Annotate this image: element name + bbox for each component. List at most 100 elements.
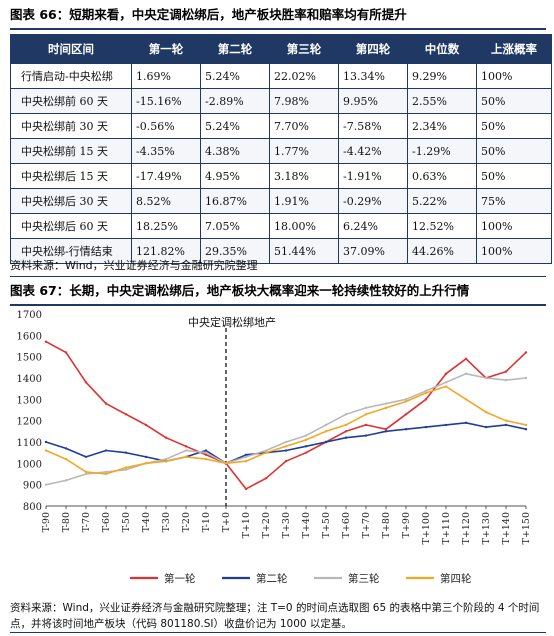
data-point: [404, 428, 408, 431]
data-point: [204, 453, 208, 456]
data-point: [384, 430, 388, 433]
data-point: [164, 457, 168, 461]
data-point: [144, 423, 148, 427]
row-label: 中央松绑前 15 天: [10, 138, 132, 164]
data-point: [304, 445, 308, 448]
column-header: 第一轮: [131, 34, 201, 64]
data-point: [224, 462, 228, 465]
data-point: [364, 434, 368, 437]
data-point: [104, 449, 108, 452]
x-tick-label: T-40: [141, 512, 152, 532]
column-header: 上涨概率: [476, 34, 552, 64]
data-point: [344, 430, 348, 433]
table-row: 行情启动-中央松绑 1.69% 5.24% 22.02% 13.34% 9.29% 100%: [10, 63, 552, 89]
data-point: [244, 460, 248, 463]
table-cell: 8.52%: [131, 188, 201, 214]
row-label: 中央松绑-行情结束: [10, 238, 132, 264]
data-point: [144, 455, 148, 459]
data-point: [124, 451, 128, 454]
table-cell: 4.95%: [200, 163, 270, 189]
row-label: 中央松绑后 30 天: [10, 188, 132, 214]
data-point: [364, 406, 368, 410]
data-point: [264, 477, 268, 480]
data-point: [284, 449, 288, 452]
data-point: [284, 460, 288, 463]
x-tick-label: T-90: [41, 512, 52, 532]
x-tick-label: T-80: [61, 512, 72, 532]
table-cell: -1.91%: [338, 163, 408, 189]
table-header-row: 时间区间 第一轮 第二轮 第三轮 第四轮 中位数 上涨概率: [10, 34, 552, 64]
data-point: [324, 440, 328, 444]
table-cell: 5.24%: [200, 113, 270, 139]
data-point: [184, 445, 188, 448]
chart-title: 图表 67：长期，中央定调松绑后，地产板块大概率迎来一轮持续性较好的上升行情: [10, 280, 546, 306]
data-point: [484, 376, 488, 380]
data-point: [244, 487, 248, 491]
table-cell: 75%: [476, 188, 552, 214]
data-point: [424, 391, 428, 395]
table-row: 中央松绑后 60 天 18.25% 7.05% 18.00% 6.24% 12.52% 10…: [10, 213, 552, 239]
table-cell: -7.58%: [338, 113, 408, 139]
data-point: [504, 378, 508, 382]
series-line-1: [45, 340, 527, 490]
y-tick-label: 1100: [17, 438, 42, 449]
x-tick-label: T+110: [441, 512, 452, 544]
table-cell: -4.42%: [338, 138, 408, 164]
table-cell: 7.05%: [200, 213, 270, 239]
x-tick-label: T+90: [401, 512, 412, 538]
table-cell: 0.63%: [407, 163, 477, 189]
data-table: 时间区间 第一轮 第二轮 第三轮 第四轮 中位数 上涨概率 行情启动-中央松绑 1.69% 5.…: [10, 34, 552, 264]
data-point: [344, 413, 348, 416]
x-tick-label: T+150: [521, 512, 532, 544]
x-tick-label: T+130: [481, 512, 492, 544]
table-cell: 9.95%: [338, 88, 408, 114]
data-point: [504, 419, 508, 422]
table-cell: -0.29%: [338, 188, 408, 214]
data-point: [244, 453, 248, 456]
data-point: [524, 428, 528, 431]
table-source: 资料来源：Wind，兴业证券经济与金融研究院整理: [10, 258, 546, 277]
data-point: [444, 385, 448, 388]
table-cell: 44.26%: [407, 238, 477, 264]
table-cell: 5.24%: [200, 63, 270, 89]
data-point: [324, 423, 328, 427]
data-point: [484, 410, 488, 414]
data-point: [284, 440, 288, 444]
data-point: [424, 389, 428, 392]
data-point: [104, 472, 108, 476]
table-cell: 2.34%: [407, 113, 477, 139]
y-tick-label: 1700: [17, 310, 42, 321]
data-point: [384, 406, 388, 410]
data-point: [164, 436, 168, 439]
data-point: [464, 372, 468, 375]
data-point: [44, 449, 48, 452]
line-chart: 800 900 1000 1100 1200 1300 1400 1500 1600 1700 T-…: [17, 310, 532, 585]
table-cell: 12.52%: [407, 213, 477, 239]
x-tick-label: T-60: [101, 512, 112, 532]
data-point: [44, 340, 48, 343]
y-tick-label: 800: [23, 502, 42, 513]
data-point: [524, 351, 528, 354]
data-point: [184, 455, 188, 459]
table-cell: 7.70%: [269, 113, 339, 139]
table-cell: 18.25%: [131, 213, 201, 239]
chart-source: 资料来源：Wind，兴业证券经济与金融研究院整理；注 T=0 的时间点选取图 6…: [10, 600, 546, 633]
data-point: [464, 357, 468, 360]
data-point: [304, 434, 308, 437]
data-point: [184, 449, 188, 452]
table-row: 中央松绑后 15 天 -17.49% 4.95% 3.18% -1.91% 0.63% 50…: [10, 163, 552, 189]
data-point: [404, 398, 408, 401]
x-tick-label: T-10: [201, 512, 212, 532]
table-row: 中央松绑-行情结束 121.82% 29.35% 51.44% 37.09% 44.26%…: [10, 238, 552, 264]
x-tick-label: T+10: [241, 512, 252, 538]
y-tick-label: 1600: [17, 331, 42, 342]
data-point: [204, 451, 208, 454]
data-point: [424, 425, 428, 429]
data-point: [344, 436, 348, 439]
data-point: [324, 430, 328, 433]
row-label: 中央松绑后 15 天: [10, 163, 132, 189]
data-point: [504, 423, 508, 427]
table-cell: -2.89%: [200, 88, 270, 114]
data-point: [104, 402, 108, 405]
data-point: [504, 370, 508, 373]
